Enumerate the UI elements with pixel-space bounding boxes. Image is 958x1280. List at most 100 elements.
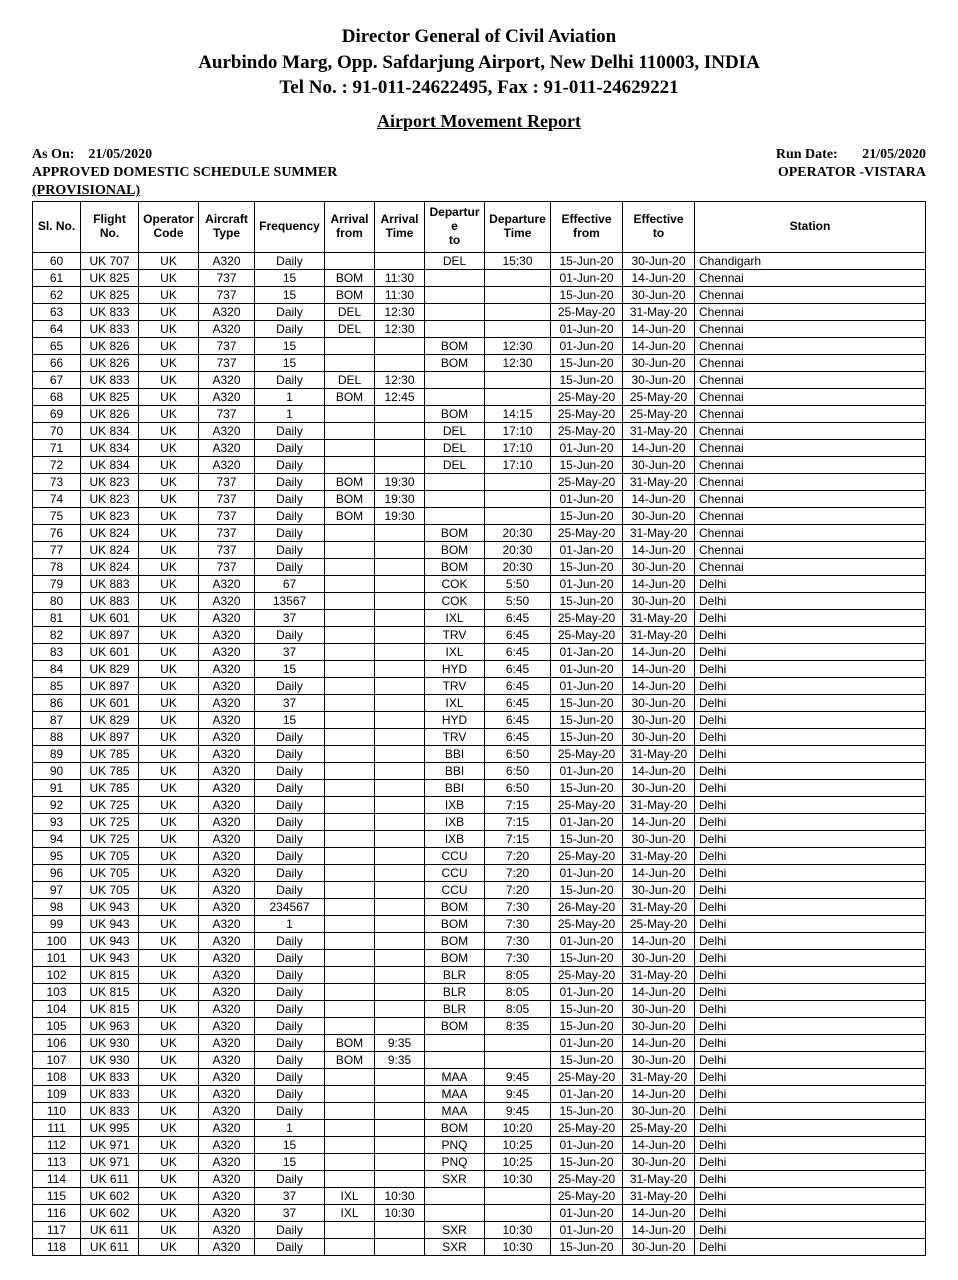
table-cell: 9:45	[485, 1068, 551, 1085]
table-cell: 101	[33, 949, 81, 966]
table-cell: 6:45	[485, 609, 551, 626]
table-cell	[325, 1170, 375, 1187]
table-cell: UK	[139, 1000, 199, 1017]
table-cell: 15-Jun-20	[551, 1153, 623, 1170]
table-cell: Delhi	[695, 694, 926, 711]
table-cell: UK	[139, 1153, 199, 1170]
table-cell: A320	[199, 303, 255, 320]
table-cell	[375, 1068, 425, 1085]
table-cell: 8:05	[485, 1000, 551, 1017]
table-cell: 10:30	[375, 1204, 425, 1221]
table-cell: A320	[199, 388, 255, 405]
table-cell: 117	[33, 1221, 81, 1238]
table-cell: BOM	[325, 490, 375, 507]
table-cell	[485, 507, 551, 524]
table-cell: Daily	[255, 1068, 325, 1085]
table-cell: DEL	[425, 439, 485, 456]
table-cell: 01-Jun-20	[551, 1204, 623, 1221]
table-row: 99UK 943UKA3201BOM7:3025-May-2025-May-20…	[33, 915, 926, 932]
table-cell: UK	[139, 1068, 199, 1085]
table-cell: UK	[139, 1102, 199, 1119]
table-cell: Delhi	[695, 677, 926, 694]
table-cell: 11:30	[375, 269, 425, 286]
table-cell	[375, 813, 425, 830]
table-cell: CCU	[425, 864, 485, 881]
table-cell: UK	[139, 694, 199, 711]
table-cell: 31-May-20	[623, 745, 695, 762]
table-cell: A320	[199, 1187, 255, 1204]
table-cell	[375, 694, 425, 711]
table-cell: 82	[33, 626, 81, 643]
table-cell: 25-May-20	[551, 745, 623, 762]
table-cell	[325, 745, 375, 762]
table-cell: 8:35	[485, 1017, 551, 1034]
table-cell: 14-Jun-20	[623, 983, 695, 1000]
table-cell: UK 826	[81, 405, 139, 422]
table-cell: 83	[33, 643, 81, 660]
table-cell: 01-Jun-20	[551, 575, 623, 592]
table-cell: 37	[255, 1187, 325, 1204]
table-row: 82UK 897UKA320DailyTRV6:4525-May-2031-Ma…	[33, 626, 926, 643]
table-cell: 15	[255, 354, 325, 371]
table-cell: 79	[33, 575, 81, 592]
table-cell: Daily	[255, 1017, 325, 1034]
table-cell: SXR	[425, 1238, 485, 1255]
table-cell: Daily	[255, 1102, 325, 1119]
table-cell: UK 602	[81, 1187, 139, 1204]
table-cell: 15-Jun-20	[551, 1000, 623, 1017]
table-cell	[325, 609, 375, 626]
table-cell: A320	[199, 966, 255, 983]
table-cell	[375, 779, 425, 796]
table-cell	[375, 864, 425, 881]
table-cell	[375, 966, 425, 983]
table-cell	[325, 864, 375, 881]
table-cell	[325, 252, 375, 269]
table-cell: UK 963	[81, 1017, 139, 1034]
table-cell: 15	[255, 660, 325, 677]
table-row: 71UK 834UKA320DailyDEL17:1001-Jun-2014-J…	[33, 439, 926, 456]
table-cell: 31-May-20	[623, 966, 695, 983]
table-cell: A320	[199, 592, 255, 609]
table-cell: Daily	[255, 847, 325, 864]
table-cell: 15-Jun-20	[551, 1102, 623, 1119]
table-cell: 14-Jun-20	[623, 864, 695, 881]
table-cell: UK	[139, 1085, 199, 1102]
table-cell: Delhi	[695, 1238, 926, 1255]
table-cell: 19:30	[375, 473, 425, 490]
table-cell: 92	[33, 796, 81, 813]
table-cell: 01-Jun-20	[551, 320, 623, 337]
table-cell: UK 833	[81, 1102, 139, 1119]
table-cell: 91	[33, 779, 81, 796]
table-cell	[375, 643, 425, 660]
table-cell: PNQ	[425, 1153, 485, 1170]
table-cell	[425, 320, 485, 337]
table-cell: UK	[139, 388, 199, 405]
table-cell: UK 725	[81, 796, 139, 813]
table-cell	[485, 286, 551, 303]
table-cell: UK 971	[81, 1136, 139, 1153]
table-cell: BOM	[325, 1034, 375, 1051]
table-row: 111UK 995UKA3201BOM10:2025-May-2025-May-…	[33, 1119, 926, 1136]
table-cell: 7:30	[485, 932, 551, 949]
table-cell: Delhi	[695, 966, 926, 983]
table-row: 81UK 601UKA32037IXL6:4525-May-2031-May-2…	[33, 609, 926, 626]
table-cell: UK 897	[81, 677, 139, 694]
table-cell	[375, 1119, 425, 1136]
table-cell: Chennai	[695, 269, 926, 286]
table-cell: UK	[139, 1034, 199, 1051]
table-row: 63UK 833UKA320DailyDEL12:3025-May-2031-M…	[33, 303, 926, 320]
table-cell: 25-May-20	[623, 915, 695, 932]
table-cell: 116	[33, 1204, 81, 1221]
table-cell	[485, 1187, 551, 1204]
table-cell: Daily	[255, 983, 325, 1000]
table-cell: 37	[255, 609, 325, 626]
table-cell	[485, 371, 551, 388]
table-cell: 01-Jan-20	[551, 1085, 623, 1102]
table-cell: Delhi	[695, 1102, 926, 1119]
table-cell: BOM	[325, 269, 375, 286]
column-header: Effectivefrom	[551, 202, 623, 252]
table-cell: 737	[199, 524, 255, 541]
table-cell	[425, 371, 485, 388]
table-cell: UK	[139, 949, 199, 966]
table-cell: 25-May-20	[551, 966, 623, 983]
